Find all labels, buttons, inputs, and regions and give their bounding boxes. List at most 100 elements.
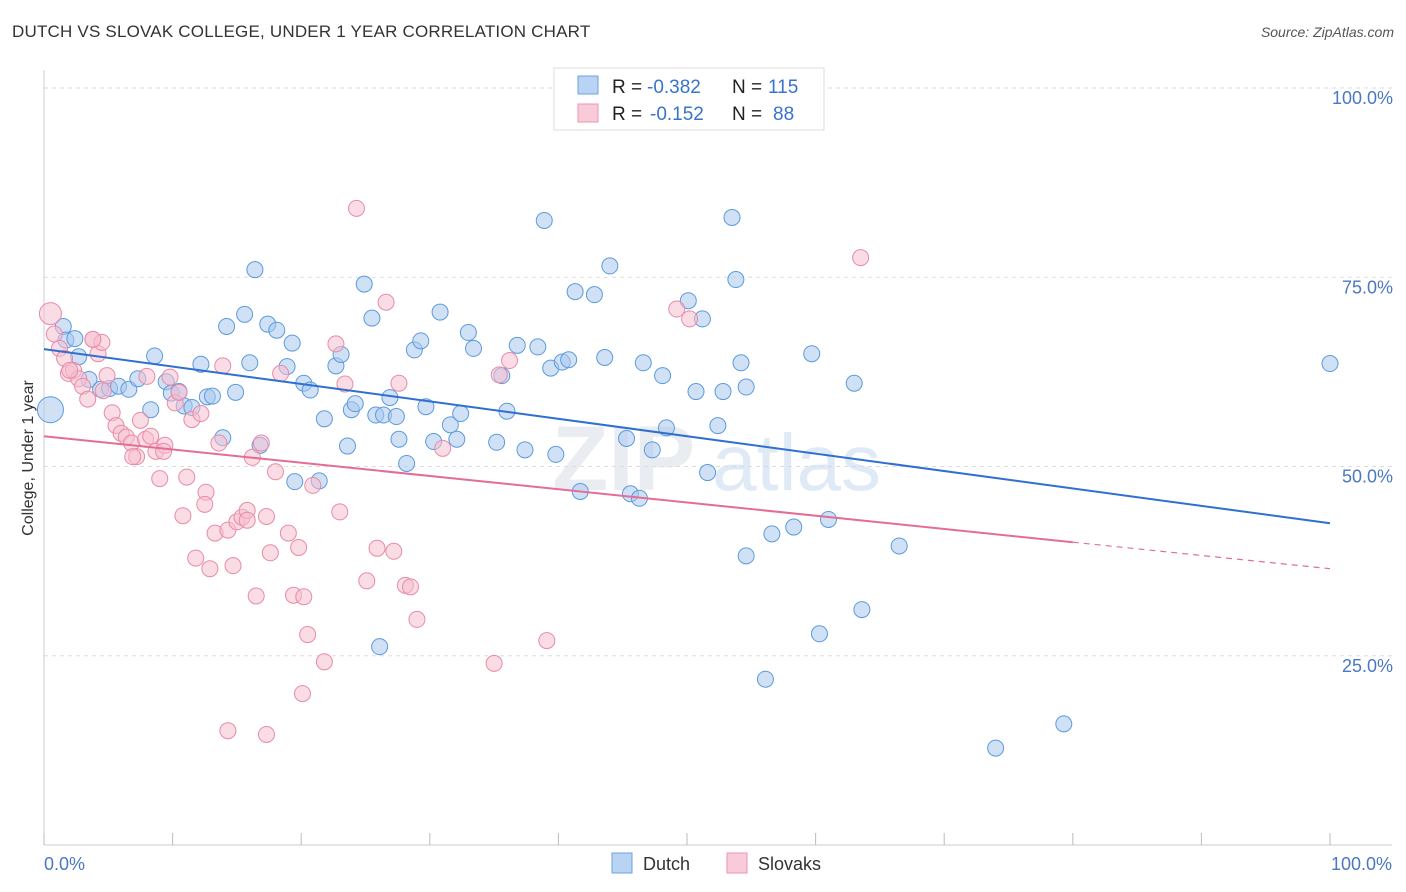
slovaks-point <box>358 572 376 590</box>
x-axis-ticks <box>43 833 1331 845</box>
legend-swatch-dutch <box>577 75 599 95</box>
dutch-point <box>845 374 863 392</box>
dutch-point <box>1055 715 1073 733</box>
slovaks-point <box>238 511 256 529</box>
dutch-point <box>1321 355 1339 373</box>
slovaks-point <box>304 476 322 494</box>
dutch-point <box>508 336 526 354</box>
slovaks-point <box>224 557 242 575</box>
slovaks-point <box>257 725 275 743</box>
slovaks-point <box>538 632 556 650</box>
dutch-point <box>687 383 705 401</box>
legend-n-label-slovaks: N = <box>732 104 762 125</box>
dutch-point <box>218 317 236 335</box>
slovaks-point <box>174 507 192 525</box>
slovaks-point <box>161 368 179 386</box>
slovaks-point <box>38 302 62 326</box>
slovaks-point <box>142 427 160 445</box>
dutch-point <box>643 441 661 459</box>
slovaks-point <box>272 364 290 382</box>
slovaks-points <box>38 199 870 743</box>
y-axis-label: College, Under 1 year <box>20 380 37 536</box>
y-tick-label: 50.0% <box>1342 467 1393 487</box>
slovaks-point <box>336 375 354 393</box>
slovaks-point <box>94 382 112 400</box>
dutch-point <box>756 670 774 688</box>
slovaks-point <box>214 357 232 375</box>
slovaks-point <box>377 293 395 311</box>
slovaks-point <box>192 405 210 423</box>
slovaks-point <box>290 538 308 556</box>
dutch-point <box>371 638 389 656</box>
slovaks-point <box>151 470 169 488</box>
slovaks-trend-line <box>43 435 1073 544</box>
dutch-point <box>142 401 160 419</box>
x-tick-label-min: 0.0% <box>44 854 85 874</box>
dutch-point <box>785 518 803 536</box>
trend-lines <box>43 348 1331 570</box>
dutch-point <box>566 283 584 301</box>
dutch-point <box>737 378 755 396</box>
dutch-point <box>654 367 672 385</box>
slovaks-point <box>402 578 420 596</box>
slovaks-point <box>187 549 205 567</box>
slovaks-point <box>98 367 116 385</box>
legend-r-value-dutch: -0.382 <box>647 77 701 98</box>
legend-bottom-label-slovaks: Slovaks <box>758 854 821 874</box>
legend-bottom-label-dutch: Dutch <box>643 854 690 874</box>
slovaks-point <box>178 468 196 486</box>
dutch-point <box>417 398 435 416</box>
slovaks-point <box>331 503 349 521</box>
slovaks-point <box>327 335 345 353</box>
dutch-point <box>819 510 837 528</box>
slovaks-point <box>490 366 508 384</box>
slovaks-point <box>124 448 142 466</box>
dutch-point <box>547 445 565 463</box>
dutch-point <box>737 547 755 565</box>
dutch-point <box>431 303 449 321</box>
slovaks-point <box>385 542 403 560</box>
slovaks-point <box>138 367 156 385</box>
slovaks-point <box>247 587 265 605</box>
legend-r-label-slovaks: R = <box>612 104 642 125</box>
slovaks-point <box>295 588 313 606</box>
slovaks-point <box>257 507 275 525</box>
slovaks-point <box>45 325 63 343</box>
dutch-point <box>723 208 741 226</box>
slovaks-point <box>390 374 408 392</box>
dutch-point <box>146 347 164 365</box>
dutch-point <box>714 383 732 401</box>
slovaks-point <box>681 310 699 328</box>
stats-legend: R = -0.382 N = 115 R = -0.152 N = 88 <box>553 67 825 131</box>
slovaks-point <box>368 539 386 557</box>
dutch-point <box>286 473 304 491</box>
slovaks-point <box>219 722 237 740</box>
dutch-point <box>618 429 636 447</box>
dutch-point <box>283 334 301 352</box>
slovaks-point <box>315 653 333 671</box>
y-tick-label: 75.0% <box>1342 277 1393 297</box>
dutch-point <box>679 292 697 310</box>
legend-r-value-slovaks: -0.152 <box>650 104 704 125</box>
dutch-point <box>763 525 781 543</box>
legend-bottom-swatch-slovaks <box>726 852 748 874</box>
slovaks-trend-extension <box>1072 541 1331 570</box>
dutch-point <box>853 601 871 619</box>
dutch-point <box>315 410 333 428</box>
dutch-point <box>803 345 821 363</box>
dutch-point <box>709 417 727 435</box>
dutch-point <box>452 405 470 423</box>
series-legend: Dutch Slovaks <box>611 852 821 874</box>
dutch-point <box>246 261 264 279</box>
y-tick-label: 100.0% <box>1332 88 1393 108</box>
dutch-point <box>236 305 254 323</box>
dutch-point <box>810 625 828 643</box>
slovaks-point <box>668 300 686 318</box>
dutch-point <box>66 330 84 348</box>
gridlines <box>44 87 1392 657</box>
dutch-point <box>465 339 483 357</box>
slovaks-point <box>434 439 452 457</box>
slovaks-point <box>261 544 279 562</box>
dutch-point <box>203 387 221 405</box>
